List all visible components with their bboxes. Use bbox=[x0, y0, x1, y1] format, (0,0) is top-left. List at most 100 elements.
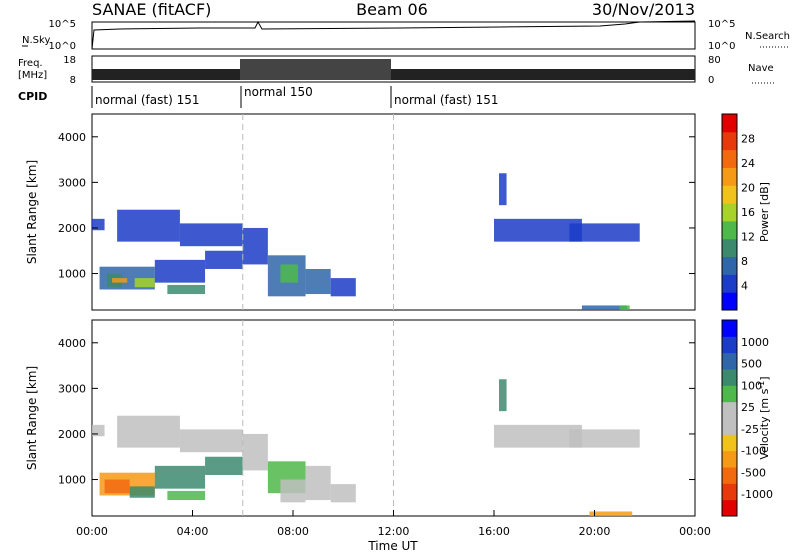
velocity-cbar-swatch-4 bbox=[722, 434, 737, 452]
power-cbar-tick-6: 4 bbox=[741, 280, 748, 293]
velocity-echo-14 bbox=[499, 379, 507, 412]
velocity-echo-6 bbox=[154, 465, 206, 489]
velocity-cbar-frame bbox=[721, 319, 738, 517]
freq-band-seg2 bbox=[240, 59, 391, 80]
xtick-label-3: 12:00 bbox=[378, 525, 410, 538]
time-axis: 00:00 04:00 08:00 12:00 16:00 20:00 00:00 bbox=[76, 510, 711, 538]
velocity-cbar-swatch-2 bbox=[722, 467, 737, 484]
power-cbar-tick-5: 8 bbox=[741, 255, 748, 268]
velocity-echo-7 bbox=[205, 456, 243, 475]
velocity-echo-17 bbox=[589, 511, 633, 516]
velocity-yaxis: 1000 2000 3000 4000 bbox=[58, 337, 695, 487]
velocity-cbar-swatch-6 bbox=[722, 401, 737, 419]
velocity-echo-2 bbox=[104, 479, 130, 494]
nsky-frame bbox=[91, 21, 696, 50]
velocity-cbar-swatch-8 bbox=[722, 369, 737, 386]
power-echo-7 bbox=[154, 259, 206, 283]
power-echo-12 bbox=[280, 264, 299, 283]
power-ytick-label-2: 3000 bbox=[58, 176, 86, 189]
nsky-tick-top: 10^5 bbox=[49, 19, 76, 30]
velocity-colorbar: 1000 500 100 25 -25 -100 -500 -1000 bbox=[721, 319, 773, 517]
velocity-data-group bbox=[92, 320, 640, 516]
velocity-ylabel: Slant Range [km] bbox=[25, 366, 39, 470]
xtick-label-5: 20:00 bbox=[579, 525, 611, 538]
velocity-echo-16 bbox=[569, 429, 640, 448]
velocity-echo-9 bbox=[242, 433, 268, 471]
power-cbar-swatch-5 bbox=[722, 203, 737, 222]
freq-band-seg3 bbox=[391, 69, 695, 80]
power-ytick-label-3: 4000 bbox=[58, 131, 86, 144]
cpid-label: CPID bbox=[18, 90, 47, 103]
power-cbar-tick-4: 12 bbox=[741, 231, 755, 244]
power-cbar-swatch-2 bbox=[722, 256, 737, 275]
velocity-cbar-swatch-10 bbox=[722, 336, 737, 354]
power-echo-0 bbox=[92, 218, 105, 231]
date-title: 30/Nov/2013 bbox=[592, 0, 695, 19]
power-colorbar: 28 24 20 16 12 8 4 bbox=[721, 113, 755, 311]
xtick-label-2: 08:00 bbox=[277, 525, 309, 538]
power-echo-16 bbox=[494, 218, 582, 242]
velocity-cbar-swatch-0 bbox=[722, 499, 737, 517]
velocity-cbar-swatch-1 bbox=[722, 483, 737, 501]
nsky-tick-bottom: 10^0 bbox=[49, 41, 76, 52]
velocity-cbar-label: Velocity [m s-1] bbox=[757, 376, 771, 459]
power-echo-15 bbox=[499, 173, 507, 206]
power-panel: 1000 2000 3000 4000 Slant Range [km] 28 24 20… bbox=[25, 113, 771, 311]
velocity-echo-12 bbox=[305, 465, 331, 501]
power-echo-4 bbox=[112, 278, 128, 283]
velocity-cbar-swatch-7 bbox=[722, 385, 737, 403]
nsearch-tick-top: 10^5 bbox=[708, 19, 735, 30]
power-echo-19 bbox=[619, 305, 630, 310]
velocity-cbar-swatch-3 bbox=[722, 450, 737, 468]
power-echo-17 bbox=[569, 223, 640, 242]
xtick-label-1: 04:00 bbox=[177, 525, 209, 538]
station-title: SANAE (fitACF) bbox=[92, 0, 211, 19]
velocity-echo-5 bbox=[179, 429, 243, 453]
velocity-ytick-label-0: 1000 bbox=[58, 474, 86, 487]
freq-label: Freq. bbox=[18, 58, 43, 69]
xtick-label-0: 00:00 bbox=[76, 525, 108, 538]
velocity-ytick-label-1: 2000 bbox=[58, 428, 86, 441]
velocity-cbar-tick-1: 500 bbox=[741, 358, 762, 371]
cpid-seg-3: normal (fast) 151 bbox=[394, 93, 498, 107]
nave-label: Nave bbox=[748, 63, 774, 74]
power-cbar-swatch-8 bbox=[722, 149, 737, 168]
freq-tick-bottom: 8 bbox=[70, 75, 76, 86]
velocity-echo-3 bbox=[129, 486, 155, 498]
power-echo-9 bbox=[167, 284, 206, 295]
power-cbar-swatch-9 bbox=[722, 131, 737, 151]
power-cbar-swatch-3 bbox=[722, 238, 737, 258]
velocity-echo-13 bbox=[330, 484, 356, 503]
beam-title: Beam 06 bbox=[356, 0, 428, 19]
power-echo-18 bbox=[581, 305, 628, 310]
nave-tick-bottom: 0 bbox=[708, 75, 714, 86]
nsky-label: N.Sky bbox=[22, 35, 50, 46]
velocity-cbar-tick-4: -25 bbox=[741, 423, 759, 436]
power-cbar-swatch-1 bbox=[722, 274, 737, 293]
velocity-echo-15 bbox=[494, 424, 582, 448]
velocity-cbar-swatch-11 bbox=[722, 320, 737, 337]
power-ytick-label-0: 1000 bbox=[58, 268, 86, 281]
velocity-echo-11 bbox=[280, 479, 306, 503]
velocity-echo-0 bbox=[92, 424, 105, 437]
velocity-cbar-tick-3: 25 bbox=[741, 401, 755, 414]
power-cbar-swatch-6 bbox=[722, 185, 737, 204]
power-cbar-tick-1: 24 bbox=[741, 157, 755, 170]
power-cbar-label: Power [dB] bbox=[758, 182, 771, 242]
xtick-label-4: 16:00 bbox=[478, 525, 510, 538]
velocity-cbar-tick-0: 1000 bbox=[741, 336, 769, 349]
velocity-cbar-tick-6: -500 bbox=[741, 466, 766, 479]
power-cbar-swatch-10 bbox=[722, 114, 737, 133]
velocity-cbar-tick-5: -100 bbox=[741, 445, 766, 458]
power-data-group bbox=[92, 114, 640, 310]
velocity-panel: 1000 2000 3000 4000 Slant Range [km] 1000 50… bbox=[25, 319, 773, 517]
xtick-label-6: 00:00 bbox=[679, 525, 711, 538]
power-echo-8 bbox=[205, 250, 243, 269]
power-echo-10 bbox=[242, 227, 268, 265]
nsky-trace bbox=[91, 20, 696, 50]
power-ylabel: Slant Range [km] bbox=[25, 160, 39, 264]
power-yaxis: 1000 2000 3000 4000 bbox=[58, 131, 695, 281]
freq-unit-label: [MHz] bbox=[18, 70, 47, 81]
